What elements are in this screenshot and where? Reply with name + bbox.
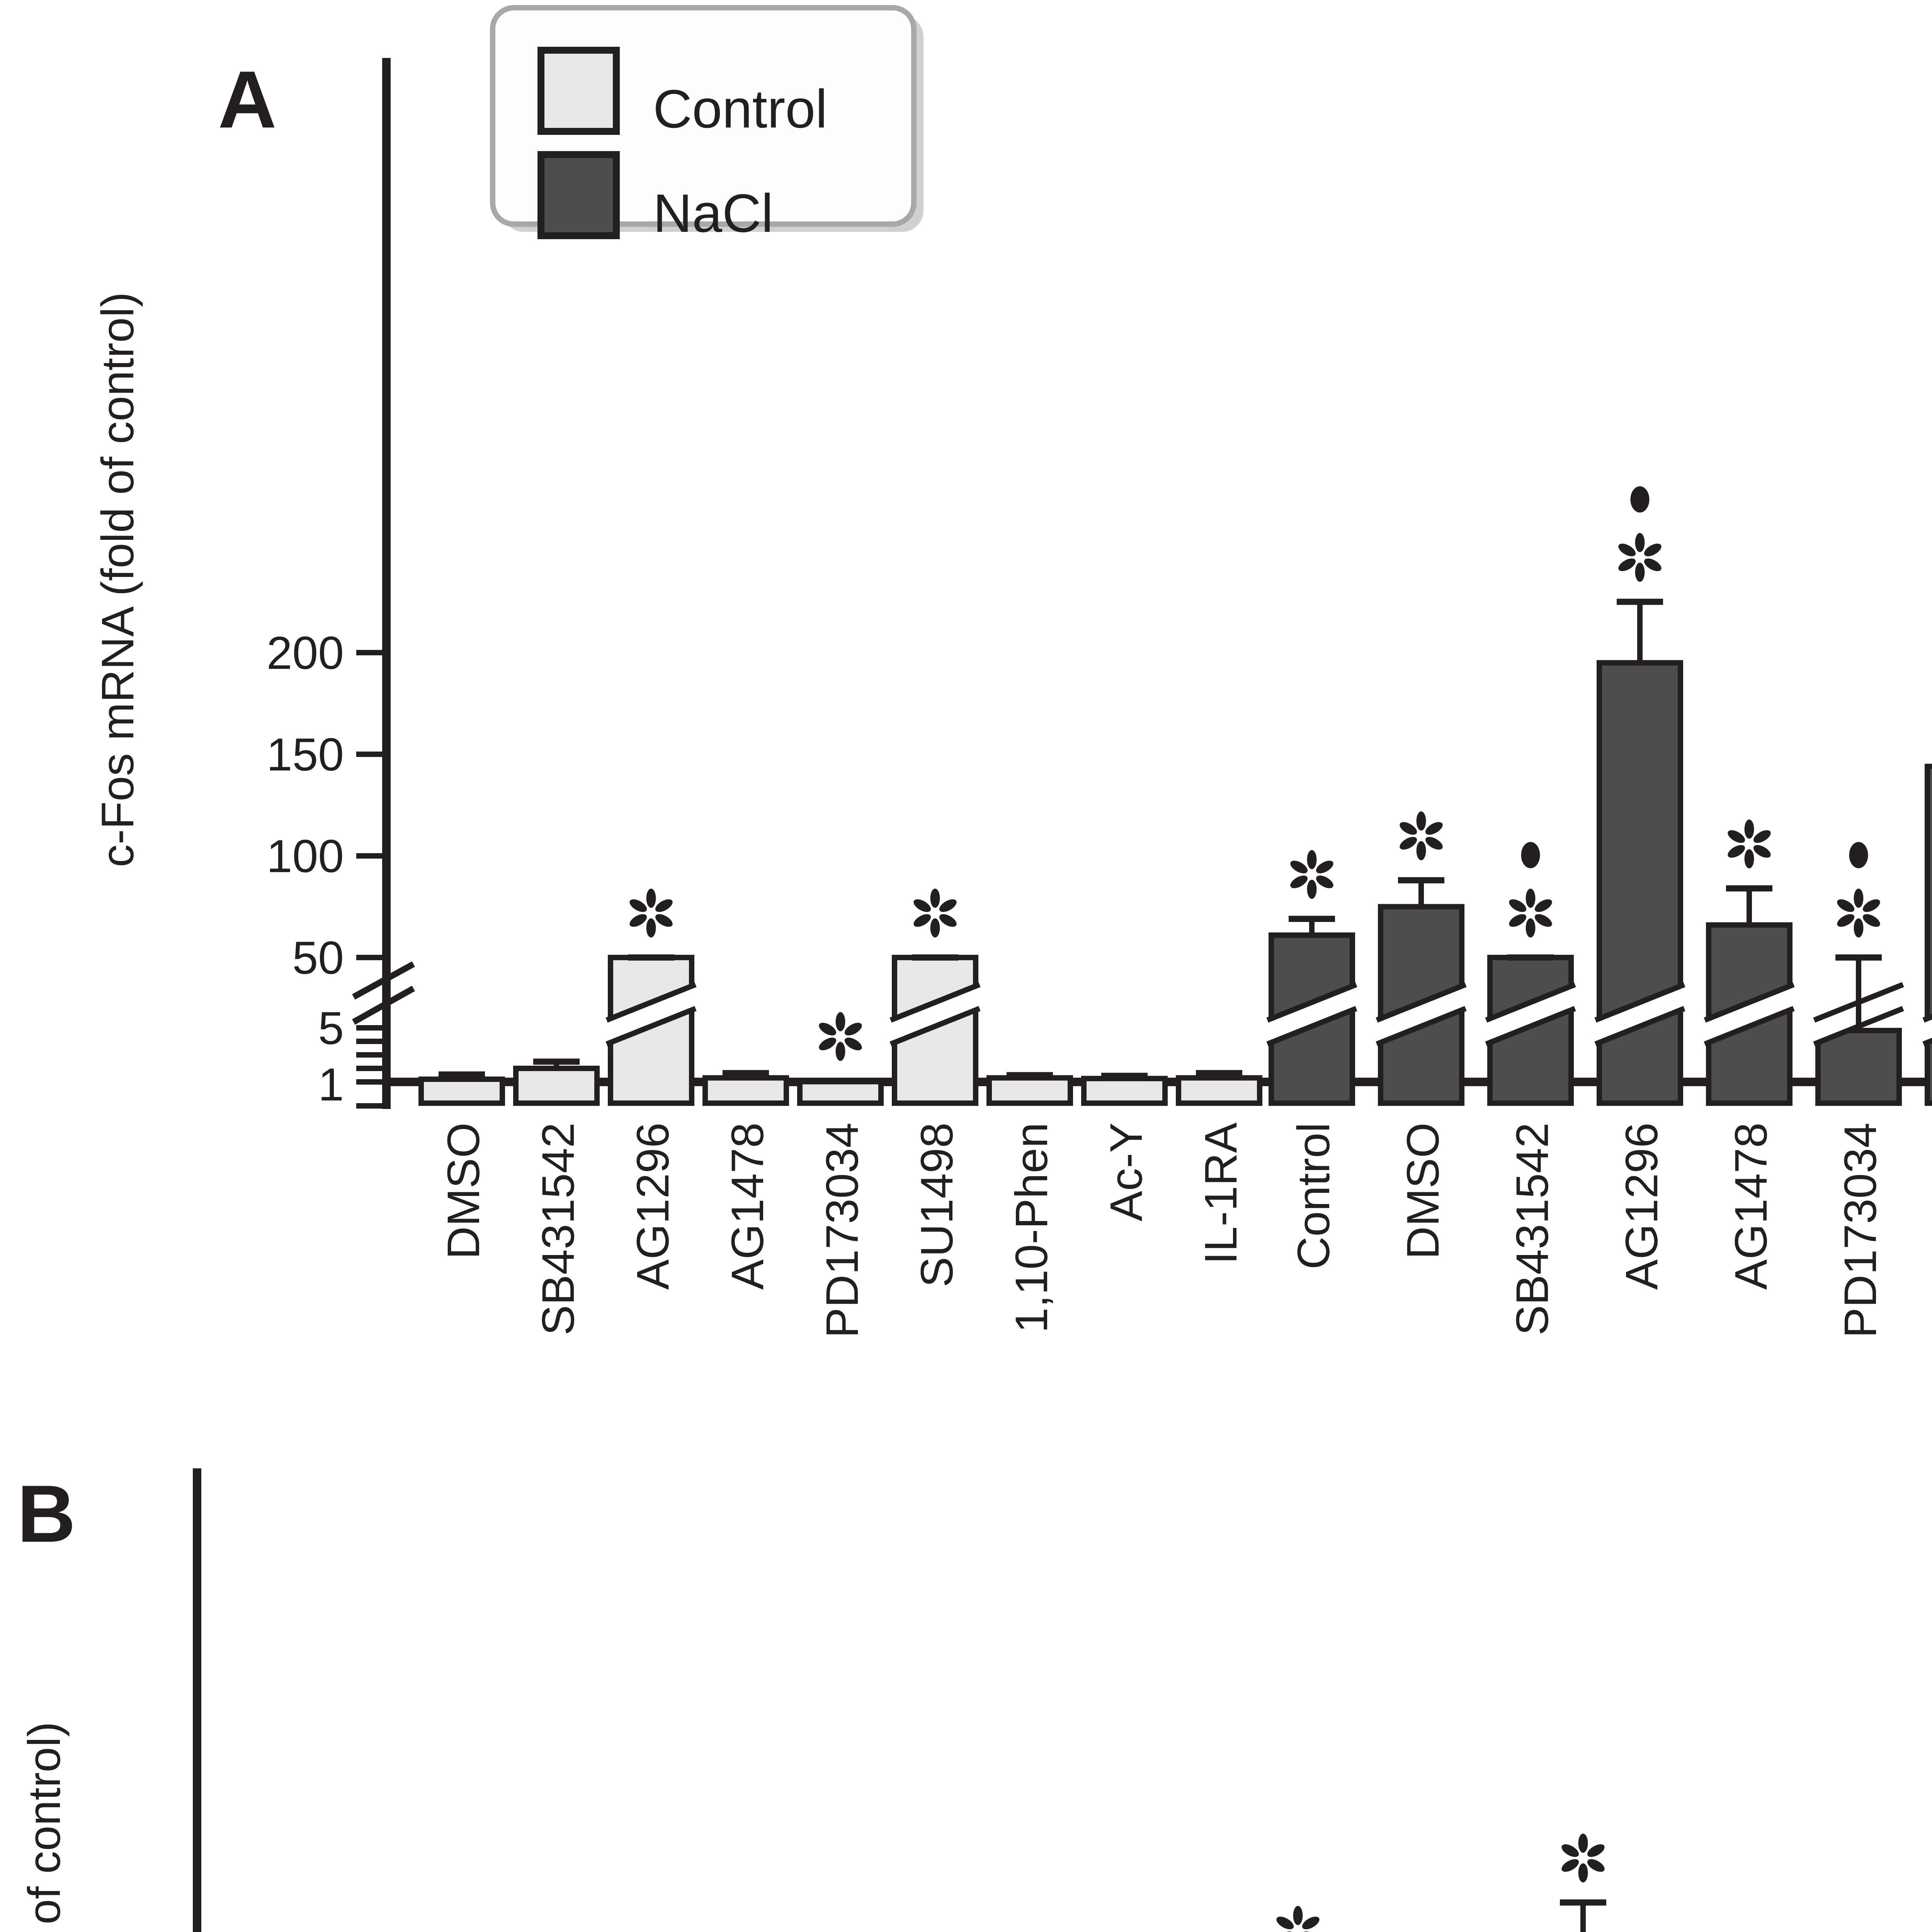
panel-a-nacl-label: AG1478 xyxy=(1726,1122,1777,1290)
panel-a-y-axis-label: c-Fos mRNA (fold of control) xyxy=(92,292,143,867)
panel-a-control-label: PD173034 xyxy=(817,1122,868,1338)
significance-asterisk xyxy=(1290,850,1333,899)
panel-a-tick-label-100: 100 xyxy=(267,830,344,882)
panel-a-control-label: SB431542 xyxy=(533,1122,584,1335)
panel-a-control-bar xyxy=(986,1075,1073,1106)
panel-a-nacl-label: DMSO xyxy=(1398,1122,1449,1259)
panel-a-control-label: IL-1RA xyxy=(1196,1122,1247,1265)
nacl-swatch xyxy=(537,151,620,239)
panel-a-control-label: AG1478 xyxy=(722,1122,773,1290)
panel-a-axis-break-1 xyxy=(352,961,415,1000)
panel-a-control-errorbar xyxy=(817,1078,864,1084)
panel-a-tick-label-150: 150 xyxy=(267,729,344,781)
panel-a-nacl-errorbar xyxy=(1289,916,1335,935)
panel-a-control-errorbar xyxy=(1196,1070,1242,1078)
significance-asterisk xyxy=(819,1012,862,1061)
panel-a-nacl-errorbar xyxy=(1835,954,1882,1031)
panel-a-control-errorbar xyxy=(533,1058,580,1068)
panel-a-nacl-bar xyxy=(1704,922,1795,1106)
significance-asterisk xyxy=(1561,1833,1605,1883)
panel-a-control-bar xyxy=(513,1066,600,1106)
panel-a-nacl-bar xyxy=(1485,955,1576,1106)
panel-a-control-bar xyxy=(1081,1076,1168,1106)
significance-asterisk xyxy=(1618,533,1662,582)
legend-label-control: Control xyxy=(653,78,827,139)
panel-a-tick-label-1: 1 xyxy=(318,1059,344,1111)
panel-b-nacl-errorbar xyxy=(1560,1899,1606,1932)
panel-a-control-label: DMSO xyxy=(438,1122,489,1259)
panel-a-control-errorbar xyxy=(723,1070,769,1078)
panel-a-control-label: Ac-Y xyxy=(1101,1122,1152,1221)
panel-a-nacl-bar xyxy=(1266,932,1357,1106)
panel-a-nacl-bar xyxy=(1376,904,1467,1106)
panel-b-y-axis-label: c-Fos mRNA (fold of control) xyxy=(19,1722,70,1932)
panel-a: A 50 100 150 200 51 c-Fos mRNA (fold of contro… xyxy=(92,5,1932,1338)
significance-dot xyxy=(1521,842,1540,868)
panel-a-nacl-label: SB431542 xyxy=(1507,1122,1558,1335)
panel-a-control-bar xyxy=(418,1077,505,1106)
significance-asterisk xyxy=(1276,1906,1320,1932)
panel-b: B507510031c-Fos mRNA (fold of control)Ap… xyxy=(17,1468,1606,1932)
panel-a-nacl-errorbar xyxy=(1617,599,1663,663)
significance-asterisk xyxy=(913,888,957,938)
significance-asterisk xyxy=(1728,819,1771,869)
significance-dot xyxy=(1630,486,1650,513)
panel-a-control-errorbar xyxy=(1101,1073,1148,1079)
significance-asterisk xyxy=(1509,888,1552,938)
panel-a-tick-label-200: 200 xyxy=(267,627,344,679)
significance-dot xyxy=(1849,842,1868,868)
panel-b-letter: B xyxy=(17,1468,76,1559)
panel-a-control-bar xyxy=(702,1075,789,1106)
panel-a-axis-break-2 xyxy=(352,986,415,1025)
panel-a-control-label: 1,10-Phen xyxy=(1006,1122,1057,1333)
significance-asterisk xyxy=(1400,811,1443,861)
panel-a-control-bar xyxy=(605,955,697,1106)
panel-a-control-bar xyxy=(889,955,981,1106)
panel-a-letter: A xyxy=(218,54,277,145)
panel-a-nacl-errorbar xyxy=(1726,885,1772,925)
panel-a-control-label: SU1498 xyxy=(912,1122,963,1287)
control-swatch xyxy=(537,47,620,135)
panel-a-tick-label-50: 50 xyxy=(293,932,344,984)
panel-a-control-label: AG1296 xyxy=(628,1122,679,1290)
panel-a-control-bar xyxy=(797,1079,884,1106)
panel-a-tick-label-5: 5 xyxy=(318,1002,344,1054)
panel-a-nacl-bar xyxy=(1922,764,1932,1106)
panel-a-nacl-bar xyxy=(1594,660,1685,1106)
panel-a-control-errorbar xyxy=(1007,1072,1053,1078)
significance-asterisk xyxy=(1837,888,1880,938)
panel-a-nacl-errorbar xyxy=(1398,877,1444,907)
legend-label-nacl: NaCl xyxy=(653,183,773,243)
panel-a-control-bar xyxy=(1176,1075,1262,1106)
panel-a-nacl-label: PD173034 xyxy=(1835,1122,1886,1338)
panel-a-nacl-label: Control xyxy=(1288,1122,1339,1269)
significance-asterisk xyxy=(629,888,673,938)
panel-a-control-errorbar xyxy=(439,1071,485,1079)
panel-a-nacl-label: AG1296 xyxy=(1616,1122,1667,1290)
